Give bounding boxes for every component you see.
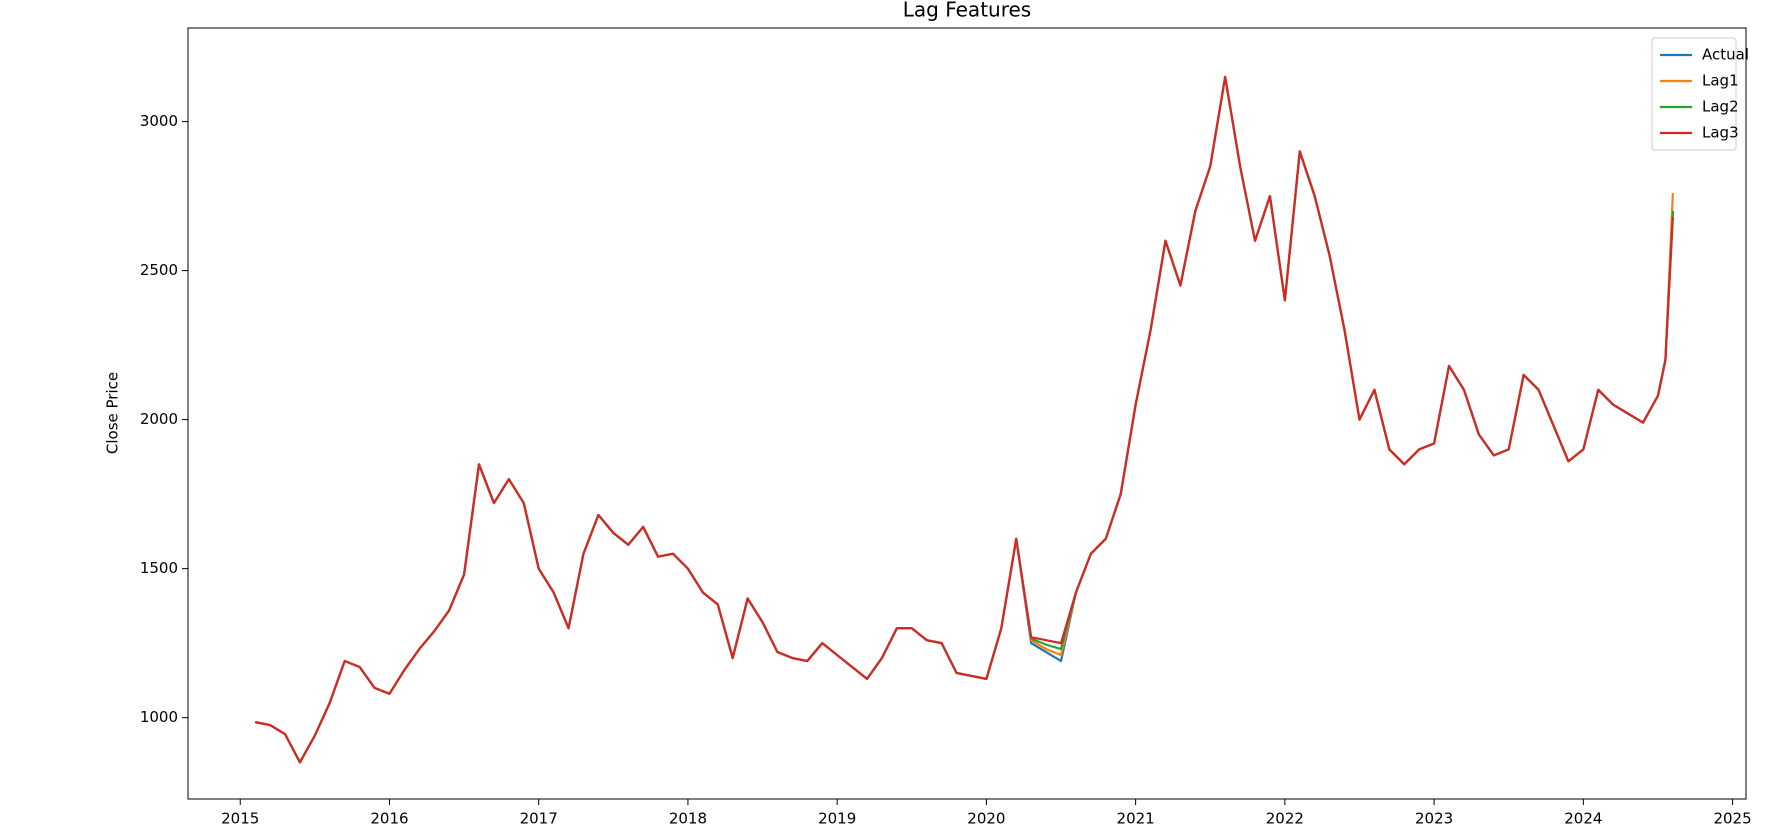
legend-label: Lag2 [1702,98,1739,116]
y-axis-label: Close Price [104,372,122,454]
series-line [254,75,1674,764]
legend-label: Actual [1702,46,1749,64]
series-line [254,75,1674,764]
plot-frame [187,27,1747,800]
y-tick-label: 3000 [140,112,178,130]
x-tick-label: 2018 [669,810,707,828]
y-tick-label: 1500 [140,559,178,577]
series-line [254,75,1674,764]
x-tick-label: 2019 [818,810,856,828]
legend-label: Lag3 [1702,124,1739,142]
series-line [254,75,1674,764]
legend-box [1651,37,1737,151]
x-tick-label: 2024 [1564,810,1602,828]
x-tick-label: 2017 [520,810,558,828]
x-tick-label: 2021 [1117,810,1155,828]
x-tick-label: 2016 [370,810,408,828]
y-tick-label: 2000 [140,410,178,428]
x-tick-label: 2020 [967,810,1005,828]
chart-title: Lag Features [903,0,1031,22]
x-tick-label: 2015 [221,810,259,828]
x-tick-label: 2023 [1415,810,1453,828]
x-tick-label: 2022 [1266,810,1304,828]
legend-label: Lag1 [1702,72,1739,90]
y-tick-label: 2500 [140,261,178,279]
legend: Actual Lag1 Lag2 Lag3 [1651,37,1749,151]
y-tick-label: 1000 [140,708,178,726]
x-tick-label: 2025 [1713,810,1751,828]
